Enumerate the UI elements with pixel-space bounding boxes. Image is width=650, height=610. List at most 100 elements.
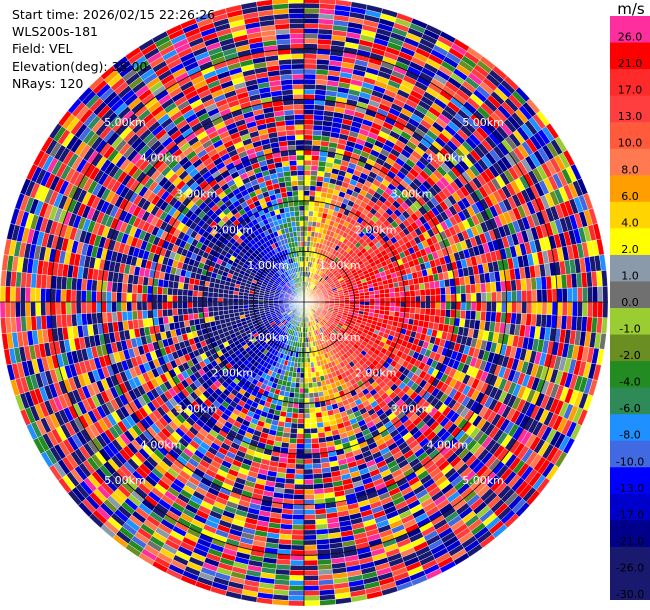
range-gate <box>310 437 320 444</box>
range-gate <box>389 292 396 298</box>
range-gate <box>511 290 517 303</box>
range-gate <box>303 190 311 196</box>
range-gate <box>501 301 507 313</box>
range-gate <box>310 432 319 439</box>
range-gate <box>295 377 301 384</box>
range-gate <box>303 494 315 500</box>
range-gate <box>288 595 305 602</box>
range-gate <box>359 298 365 303</box>
range-gate <box>309 407 316 414</box>
range-gate <box>316 175 325 183</box>
range-gate <box>284 483 295 490</box>
range-gate <box>303 595 320 602</box>
range-gate <box>303 458 313 465</box>
range-gate <box>308 382 314 389</box>
range-gate <box>601 270 608 287</box>
range-gate <box>303 387 309 394</box>
range-gate <box>292 407 299 414</box>
range-gate <box>399 291 406 298</box>
range-gate <box>423 281 431 290</box>
range-gate <box>303 423 311 429</box>
range-gate <box>303 185 311 191</box>
range-gate <box>541 289 548 303</box>
range-gate <box>536 301 543 315</box>
range-gate <box>303 554 318 561</box>
range-gate <box>310 175 318 182</box>
range-gate <box>303 367 308 374</box>
range-gate <box>303 549 318 556</box>
range-gate <box>369 301 376 306</box>
range-gate <box>283 421 292 429</box>
range-gate <box>291 529 305 536</box>
range-gate <box>303 246 308 252</box>
range-gate <box>303 7 320 14</box>
range-gate <box>303 418 311 424</box>
range-gate <box>303 149 313 156</box>
range-gate <box>293 397 300 404</box>
range-gate <box>303 215 309 222</box>
range-gate <box>296 438 305 445</box>
range-gate <box>455 293 462 303</box>
range-gate <box>281 508 294 515</box>
range-gate <box>306 357 311 363</box>
range-gate <box>491 301 497 313</box>
range-gate <box>308 392 315 399</box>
range-gate <box>303 38 318 45</box>
range-gate <box>303 478 314 485</box>
range-gate <box>303 559 318 566</box>
range-gate <box>394 296 401 303</box>
range-gate <box>293 489 305 495</box>
range-gate <box>405 301 411 308</box>
range-gate <box>303 569 319 576</box>
range-gate <box>551 288 558 303</box>
range-gate <box>310 160 320 167</box>
range-gate <box>307 372 313 379</box>
range-gate <box>311 376 317 383</box>
range-gate <box>303 382 309 389</box>
range-gate <box>307 377 313 384</box>
range-gate <box>298 392 305 399</box>
range-gate <box>303 448 313 455</box>
range-gate <box>303 539 317 546</box>
range-gate <box>420 301 426 309</box>
range-gate <box>577 301 583 317</box>
range-gate <box>303 377 309 384</box>
range-gate <box>414 307 421 315</box>
range-gate <box>292 504 305 510</box>
range-gate <box>399 301 406 308</box>
range-gate <box>364 294 370 300</box>
range-gate <box>313 114 324 121</box>
range-gate <box>440 301 447 310</box>
range-gate <box>506 301 512 314</box>
range-gate <box>313 391 320 398</box>
range-gate <box>516 290 523 303</box>
range-gate <box>389 297 396 303</box>
range-gate <box>601 317 608 334</box>
range-gate <box>303 205 310 212</box>
range-gate <box>303 124 314 131</box>
range-gate <box>306 347 310 353</box>
range-gate <box>491 291 497 303</box>
range-gate <box>303 483 314 490</box>
range-gate <box>307 220 313 227</box>
range-gate <box>308 215 314 222</box>
range-gate <box>303 154 312 161</box>
range-gate <box>303 453 313 460</box>
range-gate <box>289 575 305 581</box>
range-gate <box>485 292 492 303</box>
range-gate <box>303 109 315 115</box>
range-gate <box>290 549 305 556</box>
range-gate <box>300 367 305 374</box>
range-gate <box>303 144 313 151</box>
range-gate <box>480 292 487 303</box>
range-gate <box>303 408 311 414</box>
range-gate <box>303 18 320 24</box>
range-gate <box>566 287 573 303</box>
range-gate <box>303 195 310 201</box>
range-gate <box>303 2 320 9</box>
range-gate <box>291 417 299 424</box>
range-gate <box>312 134 322 141</box>
range-gate <box>546 301 553 316</box>
range-gate <box>303 590 320 597</box>
range-gate <box>419 289 426 297</box>
